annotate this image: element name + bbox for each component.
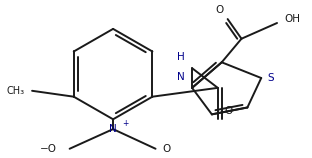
Text: H: H — [178, 52, 185, 62]
Text: O: O — [225, 106, 233, 116]
Text: O: O — [163, 144, 171, 154]
Text: O: O — [216, 5, 224, 15]
Text: OH: OH — [284, 14, 300, 24]
Text: −O: −O — [40, 144, 57, 154]
Text: S: S — [267, 73, 274, 83]
Text: +: + — [122, 119, 128, 128]
Text: N: N — [178, 72, 185, 82]
Text: N: N — [109, 124, 117, 134]
Text: CH₃: CH₃ — [6, 86, 24, 96]
